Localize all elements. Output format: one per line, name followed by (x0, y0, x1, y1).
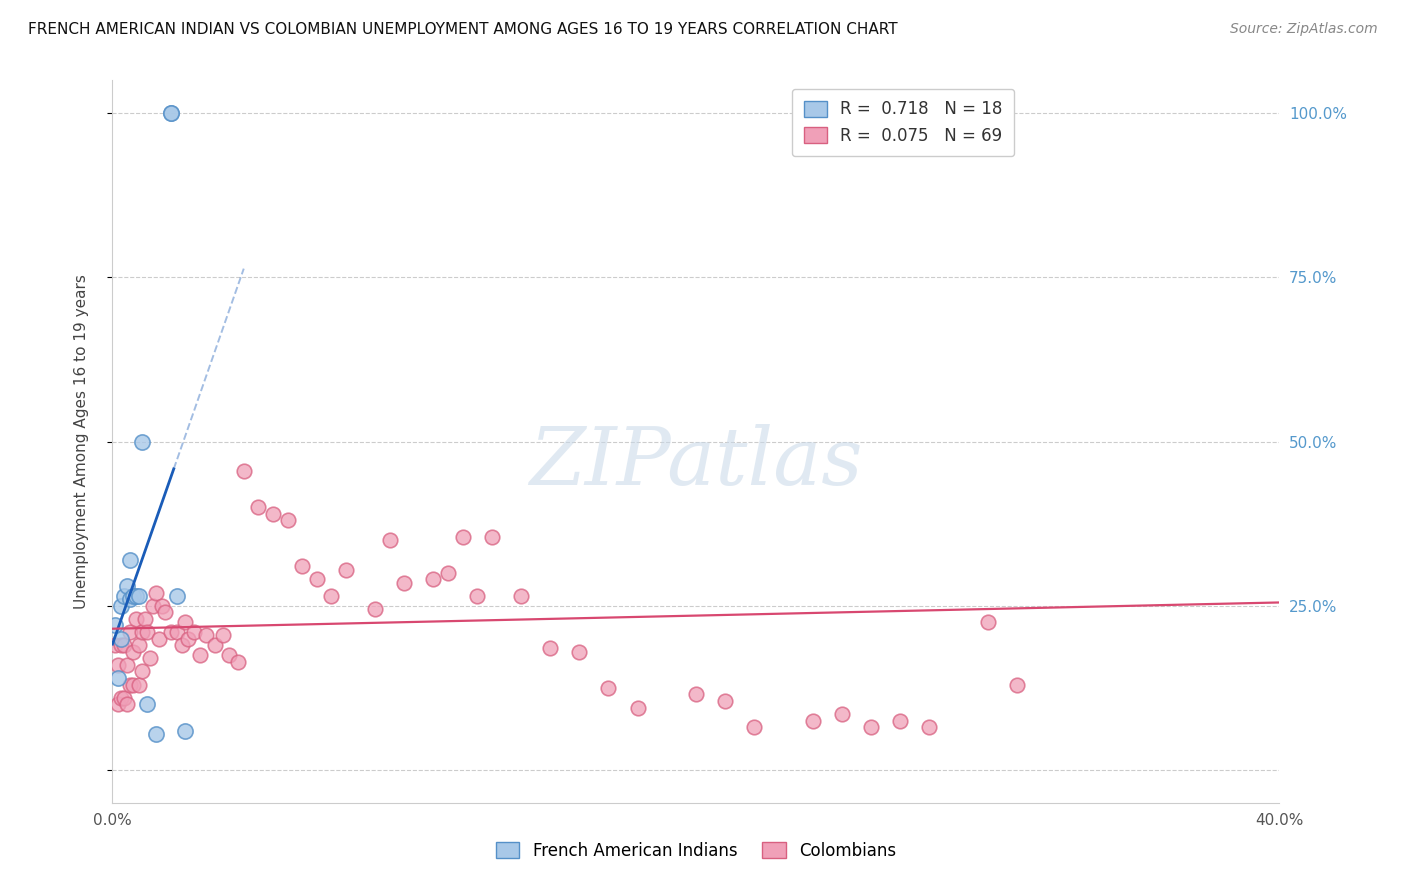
Point (685, 687, 707, 701)
Point (465, 589, 488, 603)
Point (627, 700, 650, 714)
Point (110, 599, 132, 613)
Point (188, 648, 211, 662)
Point (115, 698, 138, 712)
Point (509, 589, 531, 603)
Point (104, 638, 127, 652)
Point (110, 690, 132, 705)
Point (262, 507, 284, 521)
Point (112, 589, 135, 603)
Point (115, 579, 138, 593)
Point (976, 615, 998, 630)
Point (831, 707, 853, 722)
Point (177, 632, 200, 646)
Point (122, 645, 145, 659)
Point (247, 500, 270, 515)
Point (291, 559, 314, 574)
Point (889, 714, 911, 728)
Point (172, 638, 194, 652)
Point (598, 681, 620, 695)
Text: ZIPatlas: ZIPatlas (529, 425, 863, 502)
Point (134, 612, 156, 626)
Point (115, 657, 138, 672)
Point (112, 690, 135, 705)
Point (481, 530, 503, 544)
Point (128, 638, 150, 652)
Point (174, 723, 197, 738)
Point (742, 720, 765, 734)
Point (160, 106, 183, 120)
Legend: French American Indians, Colombians: French American Indians, Colombians (489, 836, 903, 867)
Point (125, 589, 148, 603)
Point (364, 602, 387, 616)
Point (136, 698, 159, 712)
Point (153, 605, 176, 619)
Point (118, 625, 141, 640)
Point (118, 592, 141, 607)
Point (160, 106, 183, 120)
Point (422, 573, 444, 587)
Point (131, 625, 153, 640)
Point (118, 677, 141, 691)
Point (204, 638, 226, 652)
Point (107, 698, 129, 712)
Point (122, 677, 145, 691)
Text: Source: ZipAtlas.com: Source: ZipAtlas.com (1230, 22, 1378, 37)
Point (218, 648, 240, 662)
Point (145, 727, 167, 741)
Point (321, 589, 343, 603)
Point (148, 632, 170, 646)
Point (394, 575, 416, 590)
Point (212, 628, 235, 642)
Point (451, 530, 474, 544)
Point (166, 589, 188, 603)
Point (538, 641, 561, 656)
Point (714, 694, 737, 708)
Point (125, 612, 148, 626)
Point (131, 434, 153, 449)
Point (194, 628, 217, 642)
Point (150, 599, 173, 613)
Point (128, 589, 150, 603)
Point (305, 573, 328, 587)
Point (568, 645, 591, 659)
Point (107, 657, 129, 672)
Point (335, 563, 357, 577)
Point (145, 585, 167, 599)
Point (918, 720, 941, 734)
Point (437, 566, 460, 580)
Point (104, 618, 127, 632)
Point (1005, 677, 1028, 691)
Point (226, 655, 249, 669)
Point (110, 632, 132, 646)
Point (860, 720, 883, 734)
Point (142, 599, 165, 613)
Point (128, 677, 150, 691)
Point (232, 464, 254, 478)
Point (160, 625, 183, 640)
Point (174, 615, 197, 630)
Point (110, 638, 132, 652)
Point (801, 714, 824, 728)
Point (378, 533, 401, 547)
Text: FRENCH AMERICAN INDIAN VS COLOMBIAN UNEMPLOYMENT AMONG AGES 16 TO 19 YEARS CORRE: FRENCH AMERICAN INDIAN VS COLOMBIAN UNEM… (28, 22, 898, 37)
Point (112, 638, 135, 652)
Point (276, 513, 298, 527)
Point (107, 671, 129, 685)
Point (131, 665, 153, 679)
Point (166, 625, 188, 640)
Point (118, 553, 141, 567)
Point (139, 651, 162, 665)
Point (136, 625, 159, 640)
Point (122, 589, 145, 603)
Y-axis label: Unemployment Among Ages 16 to 19 years: Unemployment Among Ages 16 to 19 years (75, 274, 89, 609)
Point (183, 625, 205, 640)
